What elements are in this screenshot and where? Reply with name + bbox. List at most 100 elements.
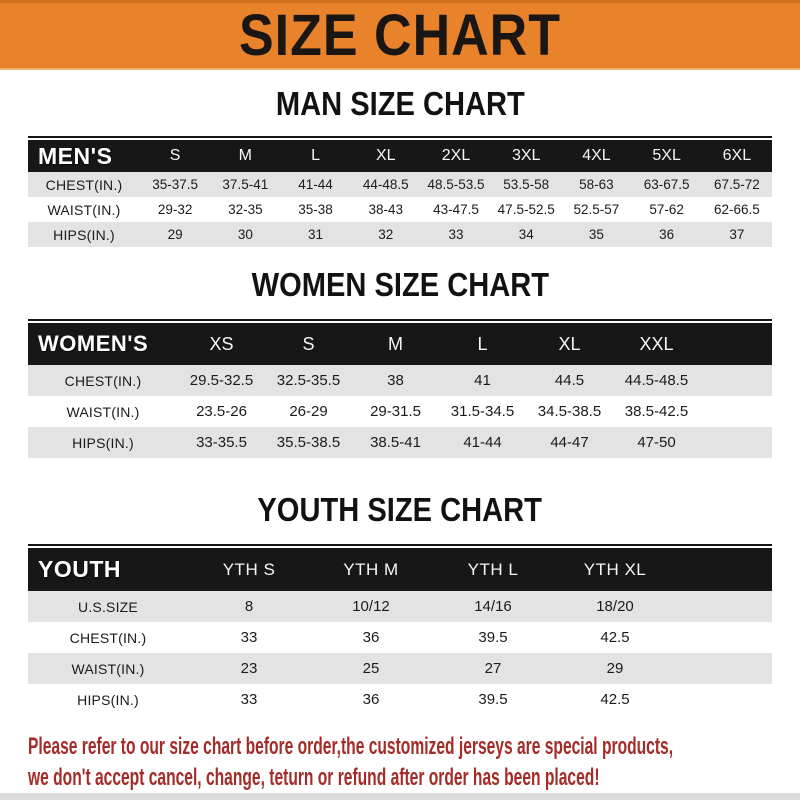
table-cell: 33-35.5 <box>178 427 265 458</box>
column-header: XXL <box>613 323 700 365</box>
table-row: CHEST(IN.) 33 36 39.5 42.5 <box>28 622 772 653</box>
table-row: HIPS(IN.) 29 30 31 32 33 34 35 36 37 <box>28 222 772 247</box>
spacer-cell <box>676 653 772 684</box>
table-cell: 52.5-57 <box>561 197 632 222</box>
table-cell: 14/16 <box>432 591 554 622</box>
table-cell: 35.5-38.5 <box>265 427 352 458</box>
disclaimer-line-1: Please refer to our size chart before or… <box>28 733 674 760</box>
table-cell: 47.5-52.5 <box>491 197 562 222</box>
table-cell: 27 <box>432 653 554 684</box>
table-row: HIPS(IN.) 33-35.5 35.5-38.5 38.5-41 41-4… <box>28 427 772 458</box>
column-header: YTH XL <box>554 548 676 591</box>
row-label: HIPS(IN.) <box>28 222 140 247</box>
table-cell: 23.5-26 <box>178 396 265 427</box>
table-cell: 10/12 <box>310 591 432 622</box>
table-cell: 41-44 <box>439 427 526 458</box>
row-label: CHEST(IN.) <box>28 622 188 653</box>
table-cell: 36 <box>310 622 432 653</box>
womens-size-table: WOMEN'S XS S M L XL XXL CHEST(IN.) 29.5-… <box>28 323 772 458</box>
bottom-edge-strip <box>0 793 800 800</box>
table-cell: 57-62 <box>631 197 702 222</box>
column-header: YTH L <box>432 548 554 591</box>
table-cell: 29 <box>140 222 211 247</box>
table-cell: 58-63 <box>561 172 632 197</box>
womens-header-row: WOMEN'S XS S M L XL XXL <box>28 323 772 365</box>
column-header: XL <box>350 140 421 172</box>
row-label: WAIST(IN.) <box>28 396 178 427</box>
table-cell: 53.5-58 <box>491 172 562 197</box>
table-cell: 30 <box>210 222 281 247</box>
mens-size-table-wrap: MEN'S S M L XL 2XL 3XL 4XL 5XL 6XL CHEST… <box>28 136 772 247</box>
column-header: XS <box>178 323 265 365</box>
column-header: M <box>210 140 281 172</box>
women-section-title: WOMEN SIZE CHART <box>251 267 549 304</box>
table-cell: 42.5 <box>554 622 676 653</box>
spacer-cell <box>700 427 772 458</box>
row-label: HIPS(IN.) <box>28 684 188 715</box>
table-cell: 34 <box>491 222 562 247</box>
disclaimer-line-2: we don't accept cancel, change, teturn o… <box>28 764 600 791</box>
table-cell: 63-67.5 <box>631 172 702 197</box>
spacer-cell <box>676 591 772 622</box>
table-cell: 38.5-42.5 <box>613 396 700 427</box>
column-header: L <box>439 323 526 365</box>
table-cell: 32-35 <box>210 197 281 222</box>
table-cell: 44-47 <box>526 427 613 458</box>
table-row: CHEST(IN.) 35-37.5 37.5-41 41-44 44-48.5… <box>28 172 772 197</box>
column-header: 3XL <box>491 140 562 172</box>
youth-header-row: YOUTH YTH S YTH M YTH L YTH XL <box>28 548 772 591</box>
table-cell: 26-29 <box>265 396 352 427</box>
youth-size-table-wrap: YOUTH YTH S YTH M YTH L YTH XL U.S.SIZE … <box>28 544 772 715</box>
table-cell: 41 <box>439 365 526 396</box>
row-label: CHEST(IN.) <box>28 365 178 396</box>
table-cell: 42.5 <box>554 684 676 715</box>
table-cell: 34.5-38.5 <box>526 396 613 427</box>
spacer-cell <box>676 684 772 715</box>
table-cell: 36 <box>631 222 702 247</box>
table-cell: 29 <box>554 653 676 684</box>
mens-size-table: MEN'S S M L XL 2XL 3XL 4XL 5XL 6XL CHEST… <box>28 140 772 247</box>
table-row: WAIST(IN.) 23.5-26 26-29 29-31.5 31.5-34… <box>28 396 772 427</box>
disclaimer: Please refer to our size chart before or… <box>0 731 800 793</box>
table-cell: 23 <box>188 653 310 684</box>
row-label: U.S.SIZE <box>28 591 188 622</box>
column-header: 5XL <box>631 140 702 172</box>
man-section-title: MAN SIZE CHART <box>275 86 525 123</box>
column-header: M <box>352 323 439 365</box>
youth-section-title: YOUTH SIZE CHART <box>257 492 543 529</box>
table-row: WAIST(IN.) 29-32 32-35 35-38 38-43 43-47… <box>28 197 772 222</box>
table-cell: 37 <box>701 222 772 247</box>
table-cell: 31 <box>280 222 351 247</box>
row-label: WAIST(IN.) <box>28 197 140 222</box>
column-header: S <box>265 323 352 365</box>
column-header: YTH S <box>188 548 310 591</box>
row-label: WAIST(IN.) <box>28 653 188 684</box>
table-cell: 44.5-48.5 <box>613 365 700 396</box>
row-label: CHEST(IN.) <box>28 172 140 197</box>
table-cell: 35-38 <box>280 197 351 222</box>
table-cell: 33 <box>188 684 310 715</box>
table-row: WAIST(IN.) 23 25 27 29 <box>28 653 772 684</box>
table-cell: 44.5 <box>526 365 613 396</box>
table-cell: 62-66.5 <box>701 197 772 222</box>
table-cell: 33 <box>188 622 310 653</box>
spacer-cell <box>676 622 772 653</box>
womens-size-table-wrap: WOMEN'S XS S M L XL XXL CHEST(IN.) 29.5-… <box>28 319 772 458</box>
poster-title: SIZE CHART <box>239 3 561 68</box>
row-label: HIPS(IN.) <box>28 427 178 458</box>
mens-header-row: MEN'S S M L XL 2XL 3XL 4XL 5XL 6XL <box>28 140 772 172</box>
spacer-cell <box>676 548 772 591</box>
column-header: S <box>140 140 211 172</box>
table-cell: 18/20 <box>554 591 676 622</box>
table-cell: 32 <box>350 222 421 247</box>
table-cell: 48.5-53.5 <box>420 172 492 197</box>
youth-size-table: YOUTH YTH S YTH M YTH L YTH XL U.S.SIZE … <box>28 548 772 715</box>
table-cell: 29-31.5 <box>352 396 439 427</box>
table-cell: 39.5 <box>432 622 554 653</box>
column-header: XL <box>526 323 613 365</box>
spacer-cell <box>700 365 772 396</box>
table-cell: 39.5 <box>432 684 554 715</box>
table-cell: 38.5-41 <box>352 427 439 458</box>
table-cell: 41-44 <box>280 172 351 197</box>
